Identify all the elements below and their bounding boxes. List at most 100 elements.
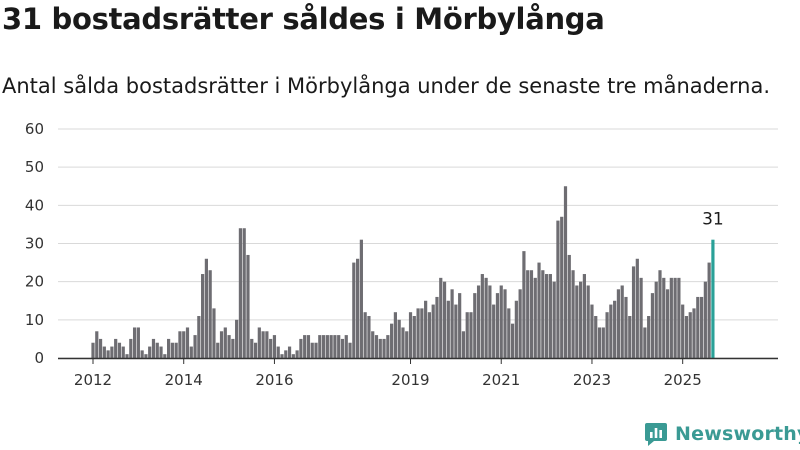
bar: [136, 327, 140, 358]
bar: [178, 331, 182, 358]
bar: [647, 316, 651, 358]
bar: [212, 308, 216, 358]
bar: [613, 300, 617, 358]
bar: [567, 254, 571, 358]
bar: [575, 285, 579, 358]
bar: [533, 277, 537, 358]
bar: [681, 304, 685, 358]
bar: [333, 335, 337, 358]
bar: [469, 312, 473, 358]
bar: [261, 331, 265, 358]
bar: [140, 350, 144, 358]
bar: [480, 274, 484, 358]
bar: [132, 327, 137, 358]
bar: [522, 251, 526, 358]
bar: [253, 342, 258, 358]
bar: [658, 270, 662, 358]
bar: [707, 262, 711, 358]
bar: [628, 316, 632, 358]
bar: [582, 274, 586, 358]
bar: [359, 239, 363, 358]
bar: [182, 331, 186, 358]
bar: [635, 258, 639, 358]
bar: [227, 335, 231, 358]
bar: [616, 289, 621, 358]
bar: [98, 338, 103, 358]
bar: [537, 262, 541, 358]
x-tick-label: 2021: [482, 371, 520, 389]
bar: [556, 220, 560, 358]
bar: [174, 342, 178, 358]
bar: [95, 331, 99, 358]
bar: [110, 346, 114, 358]
bar: [688, 312, 692, 358]
bar: [310, 342, 314, 358]
bar: [495, 293, 500, 358]
bar: [204, 258, 208, 358]
bar: [518, 289, 522, 358]
x-tick-label: 2016: [255, 371, 293, 389]
bar: [155, 342, 159, 358]
bar: [405, 331, 409, 358]
y-tick-label: 10: [25, 311, 44, 329]
bar: [337, 335, 341, 358]
chart-subtitle: Antal sålda bostadsrätter i Mörbylånga u…: [2, 74, 771, 98]
bar: [401, 327, 405, 358]
bar: [356, 258, 360, 358]
bar: [586, 285, 590, 358]
bar: [703, 281, 707, 358]
bar: [265, 331, 269, 358]
bar: [246, 254, 250, 358]
bar: [306, 335, 311, 358]
bar: [189, 346, 193, 358]
bar: [654, 281, 658, 358]
bar: [371, 331, 375, 358]
bar: [590, 304, 594, 358]
x-tick-label: 2023: [573, 371, 611, 389]
bar: [461, 331, 466, 358]
bar: [624, 296, 628, 358]
bar: [250, 338, 254, 358]
bar: [677, 277, 681, 358]
bar: [318, 335, 322, 358]
bar: [106, 350, 110, 358]
bar: [673, 277, 677, 358]
bar: [560, 216, 564, 358]
bar: [571, 270, 575, 358]
bar: [631, 266, 636, 358]
bar: [510, 323, 515, 358]
bar: [597, 327, 602, 358]
bar: [170, 342, 174, 358]
highlight-bar: [711, 239, 715, 358]
bar: [390, 323, 394, 358]
bar: [193, 335, 197, 358]
newsworthy-logo-icon: [645, 423, 667, 446]
bar: [276, 346, 280, 358]
bar: [408, 312, 413, 358]
bar: [257, 327, 261, 358]
bar: [412, 316, 416, 358]
bar: [163, 354, 167, 358]
bar: [378, 338, 382, 358]
bar: [340, 338, 345, 358]
bar: [458, 293, 462, 358]
bar: [272, 335, 277, 358]
bar: [125, 354, 129, 358]
bar: [545, 274, 549, 358]
bar: [367, 316, 371, 358]
bar: [684, 316, 689, 358]
x-tick-label: 2019: [391, 371, 429, 389]
bar: [382, 338, 386, 358]
bar: [465, 312, 469, 358]
bar: [114, 338, 118, 358]
bar: [374, 335, 379, 358]
bar: [454, 304, 458, 358]
bar: [197, 316, 201, 358]
bar: [643, 327, 647, 358]
x-tick-label: 2012: [74, 371, 112, 389]
y-tick-label: 0: [34, 349, 44, 367]
bar: [102, 346, 106, 358]
bar: [552, 281, 556, 358]
bar: [238, 228, 243, 358]
y-tick-label: 50: [25, 158, 44, 176]
